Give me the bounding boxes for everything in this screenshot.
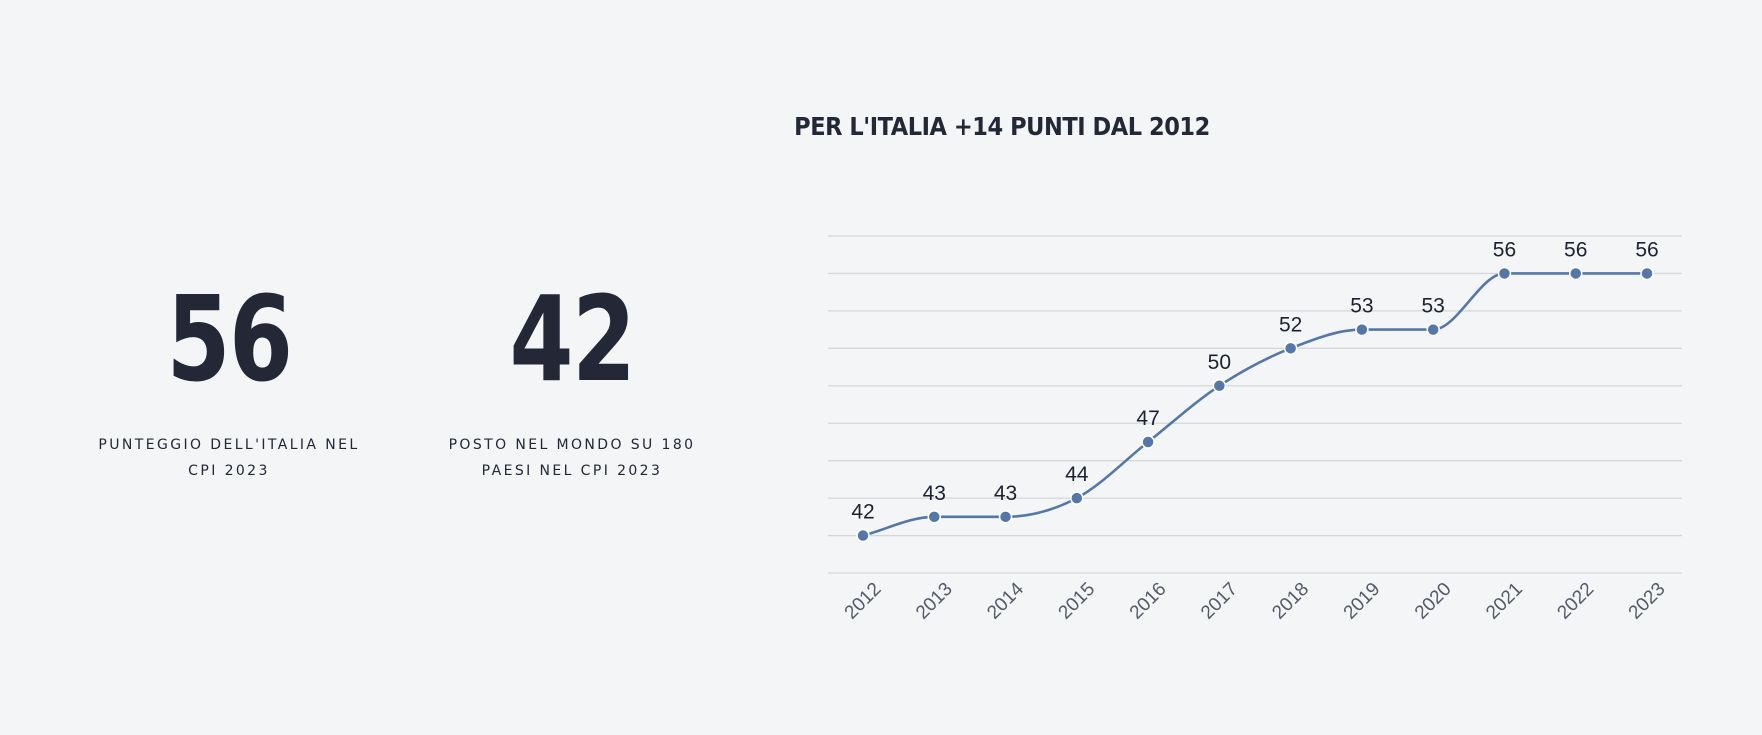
- data-point: [1426, 322, 1440, 337]
- x-tick-label: 2023: [1625, 579, 1670, 624]
- x-tick-label: 2021: [1482, 579, 1527, 624]
- chart-title: PER L'ITALIA +14 PUNTI DAL 2012: [794, 112, 1210, 141]
- x-tick-label: 2020: [1411, 579, 1456, 624]
- data-point: [1283, 341, 1298, 356]
- rank-value: 42: [509, 270, 637, 408]
- data-label: 43: [923, 482, 946, 505]
- data-point: [1355, 322, 1369, 337]
- data-label: 50: [1208, 351, 1231, 374]
- x-tick-label: 2018: [1268, 579, 1313, 624]
- data-point: [1212, 379, 1227, 393]
- data-point: [1497, 266, 1512, 281]
- x-tick-label: 2014: [983, 578, 1028, 623]
- data-label: 53: [1350, 295, 1373, 318]
- data-label: 43: [994, 482, 1017, 505]
- data-point: [927, 510, 942, 524]
- rank-label: POSTO NEL MONDO SU 180 PAESI NEL CPI 202…: [448, 437, 696, 479]
- score-value: 56: [166, 270, 294, 408]
- data-point: [998, 510, 1013, 524]
- x-tick-label: 2013: [912, 579, 957, 624]
- data-point: [1568, 266, 1583, 281]
- data-point: [1141, 435, 1155, 449]
- data-point: [1640, 266, 1654, 281]
- data-label: 52: [1279, 313, 1302, 336]
- x-tick-label: 2022: [1553, 579, 1598, 624]
- data-point: [1070, 491, 1084, 505]
- x-tick-label: 2012: [841, 579, 886, 624]
- data-label: 56: [1493, 238, 1516, 261]
- data-label: 53: [1422, 295, 1445, 318]
- series-line: [862, 272, 1647, 537]
- score-label: PUNTEGGIO DELL'ITALIA NEL CPI 2023: [98, 437, 360, 479]
- rank-stat: 42 POSTO NEL MONDO SU 180 PAESI NEL CPI …: [422, 280, 722, 484]
- x-tick-label: 2016: [1126, 579, 1171, 624]
- x-tick-label: 2017: [1197, 579, 1242, 624]
- data-label: 56: [1564, 238, 1587, 261]
- data-label: 56: [1635, 238, 1658, 261]
- data-label: 44: [1065, 463, 1089, 486]
- data-label: 47: [1136, 407, 1159, 430]
- x-tick-label: 2015: [1055, 579, 1100, 624]
- data-label: 42: [851, 501, 874, 524]
- score-stat: 56 PUNTEGGIO DELL'ITALIA NEL CPI 2023: [79, 280, 379, 484]
- x-tick-label: 2019: [1340, 579, 1385, 624]
- data-point: [856, 528, 870, 543]
